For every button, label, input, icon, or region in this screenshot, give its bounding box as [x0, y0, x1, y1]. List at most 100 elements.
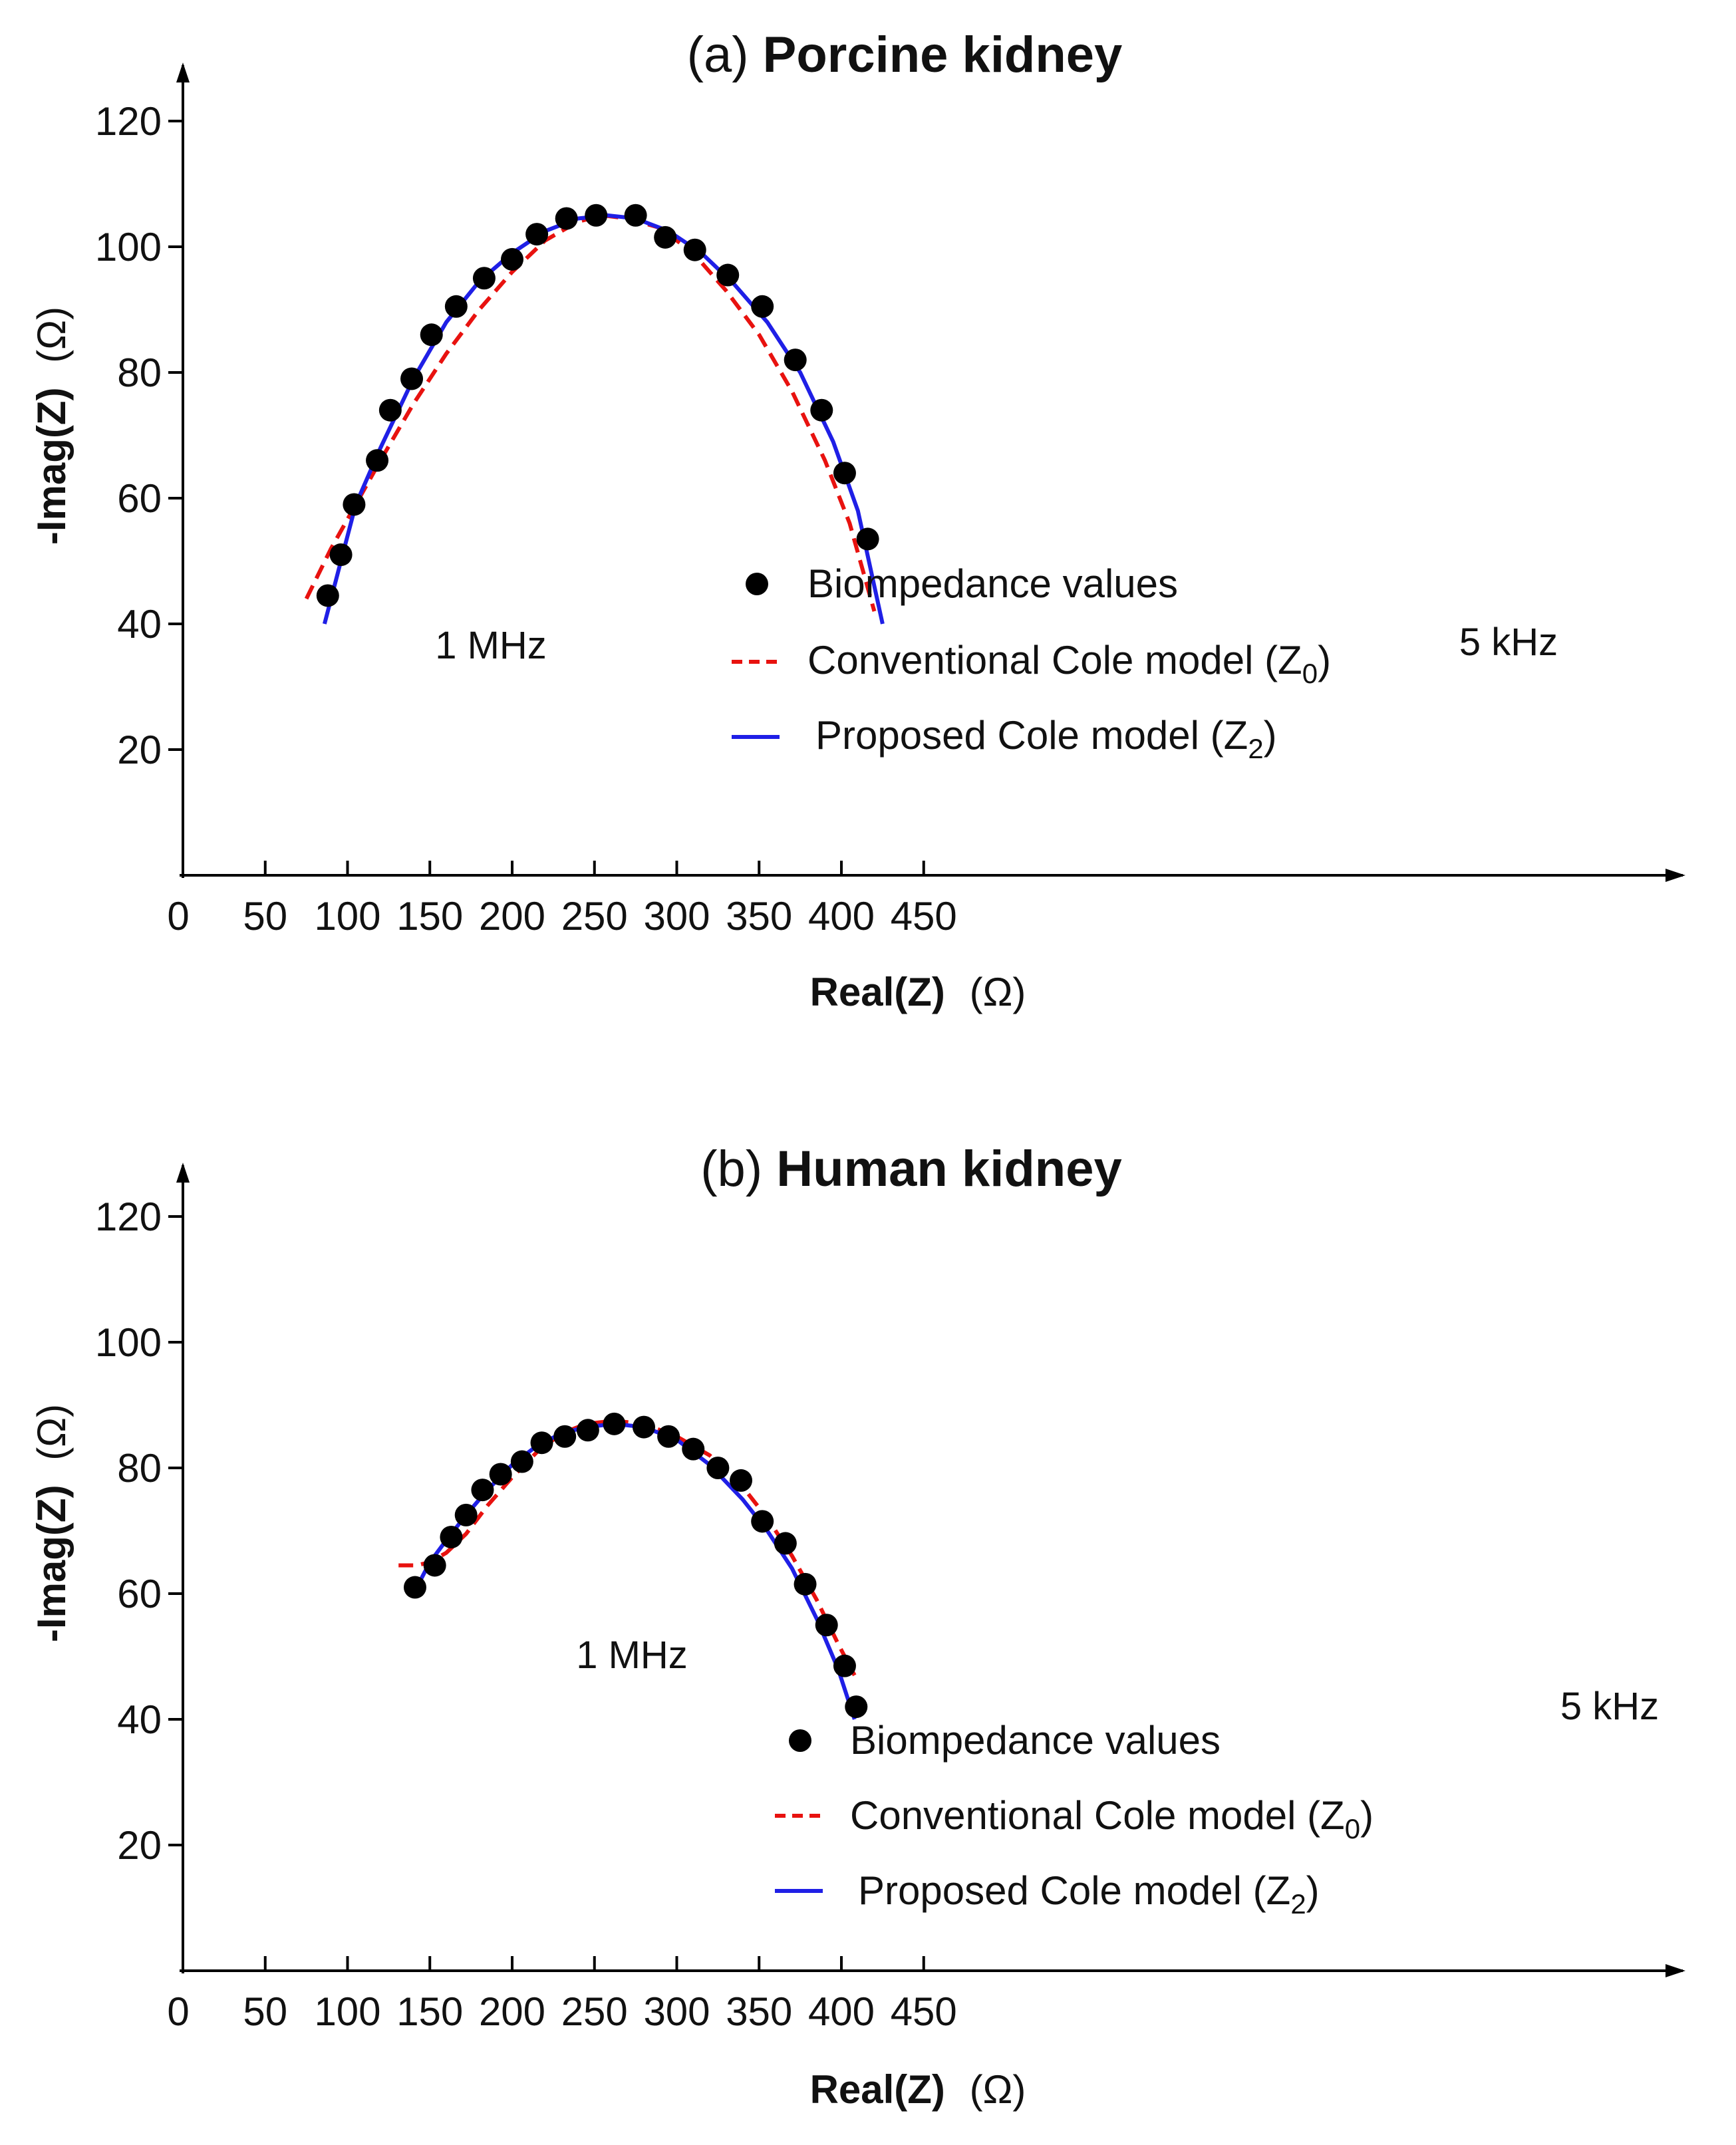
- legend: Biompedance values Conventional Cole mod…: [775, 1718, 1374, 1920]
- data-point: [706, 1457, 730, 1479]
- data-point: [815, 1614, 838, 1637]
- data-point: [471, 1479, 494, 1502]
- y-tick-label: 40: [117, 1697, 162, 1742]
- data-point: [845, 1695, 868, 1719]
- data-point: [856, 527, 879, 551]
- x-tick-label: 450: [891, 1989, 957, 2034]
- x-tick-label: 150: [396, 1989, 463, 2034]
- y-tick-label: 100: [95, 1320, 162, 1365]
- data-point: [603, 1412, 626, 1435]
- data-point: [624, 204, 647, 227]
- x-axis-arrow-icon: [1665, 1964, 1685, 1977]
- data-point: [657, 1425, 680, 1448]
- y-tick-label: 100: [95, 225, 162, 269]
- y-axis-arrow-icon: [176, 1163, 190, 1183]
- x-tick-label: 350: [726, 1989, 792, 2034]
- x-ticks: 50 100 150 200 250 300 350 400 450: [243, 861, 957, 938]
- x-tick-label: 300: [643, 1989, 710, 2034]
- data-point: [489, 1463, 512, 1486]
- legend-label-proposed: Proposed Cole model (Z2): [815, 713, 1277, 764]
- y-tick-label: 120: [95, 1195, 162, 1239]
- chart-title: (a) Porcine kidney: [687, 27, 1123, 83]
- legend-label-points: Biompedance values: [850, 1718, 1221, 1763]
- data-point: [316, 584, 339, 607]
- x-tick-label: 100: [314, 1989, 380, 2034]
- data-point: [585, 204, 608, 227]
- data-point: [440, 1525, 463, 1548]
- x-tick-label: 50: [243, 894, 287, 938]
- data-point: [343, 493, 366, 516]
- data-point: [530, 1431, 553, 1455]
- legend-label-conventional: Conventional Cole model (Z0): [850, 1793, 1374, 1844]
- data-point: [730, 1469, 753, 1492]
- data-point: [633, 1415, 655, 1439]
- data-point: [420, 323, 443, 347]
- origin-label: 0: [167, 894, 189, 938]
- data-point: [794, 1572, 817, 1596]
- x-tick-label: 100: [314, 894, 380, 938]
- x-ticks: 50 100 150 200 250 300 350 400 450: [243, 1956, 957, 2034]
- data-point: [774, 1532, 797, 1555]
- data-point: [555, 207, 578, 230]
- y-axis-label: -Imag(Z) (Ω): [29, 307, 74, 545]
- series-layer: [304, 204, 885, 625]
- y-axis-arrow-icon: [176, 63, 190, 82]
- x-tick-label: 200: [479, 894, 545, 938]
- data-point: [329, 543, 353, 567]
- chart-title: (b) Human kidney: [700, 1141, 1121, 1197]
- data-point: [510, 1450, 533, 1473]
- y-tick-label: 60: [117, 1572, 162, 1616]
- series-layer: [398, 1412, 868, 1720]
- annotation-5khz: 5 kHz: [1459, 621, 1558, 664]
- y-tick-label: 60: [117, 476, 162, 521]
- x-axis-label: Real(Z) (Ω): [810, 2067, 1026, 2112]
- data-point: [423, 1554, 446, 1577]
- x-tick-label: 350: [726, 894, 792, 938]
- chart-panel-porcine: (a) Porcine kidney 50 100 150 200 250 300 350 4…: [29, 27, 1685, 1014]
- x-tick-label: 400: [808, 1989, 875, 2034]
- data-point: [751, 295, 774, 318]
- data-point: [833, 1654, 856, 1677]
- x-axis-label: Real(Z) (Ω): [810, 970, 1026, 1014]
- y-tick-label: 120: [95, 99, 162, 144]
- x-tick-label: 250: [561, 894, 628, 938]
- data-point: [378, 398, 402, 422]
- y-tick-label: 80: [117, 1446, 162, 1491]
- proposed-model-line: [322, 213, 885, 625]
- data-point: [716, 263, 740, 287]
- x-tick-label: 450: [891, 894, 957, 938]
- x-tick-label: 200: [479, 1989, 545, 2034]
- y-axis-label: -Imag(Z) (Ω): [29, 1404, 74, 1642]
- origin-label: 0: [167, 1989, 189, 2034]
- data-point: [553, 1425, 577, 1448]
- annotation-1mhz: 1 MHz: [435, 624, 547, 667]
- annotation-5khz: 5 kHz: [1560, 1685, 1659, 1728]
- data-point: [501, 247, 523, 271]
- legend-label-points: Biompedance values: [807, 561, 1178, 606]
- y-tick-label: 40: [117, 602, 162, 646]
- legend-label-conventional: Conventional Cole model (Z0): [807, 638, 1331, 689]
- legend: Biompedance values Conventional Cole mod…: [732, 561, 1331, 764]
- data-point: [810, 398, 833, 422]
- data-point: [784, 349, 807, 372]
- x-tick-label: 300: [643, 894, 710, 938]
- y-tick-label: 20: [117, 728, 162, 772]
- data-point: [751, 1510, 774, 1533]
- data-point: [833, 462, 856, 485]
- x-tick-label: 250: [561, 1989, 628, 2034]
- x-axis-arrow-icon: [1665, 869, 1685, 882]
- x-tick-label: 400: [808, 894, 875, 938]
- data-point: [366, 449, 389, 472]
- y-ticks: 20 40 60 80 100 120: [95, 1195, 183, 1868]
- data-point: [444, 295, 468, 318]
- legend-marker-points: [789, 1729, 811, 1752]
- data-point: [683, 238, 706, 261]
- data-point: [654, 225, 677, 249]
- y-tick-label: 20: [117, 1823, 162, 1868]
- x-tick-label: 50: [243, 1989, 287, 2034]
- data-point: [403, 1576, 426, 1599]
- annotation-1mhz: 1 MHz: [576, 1634, 688, 1677]
- legend-label-proposed: Proposed Cole model (Z2): [858, 1868, 1320, 1920]
- y-tick-label: 80: [117, 351, 162, 395]
